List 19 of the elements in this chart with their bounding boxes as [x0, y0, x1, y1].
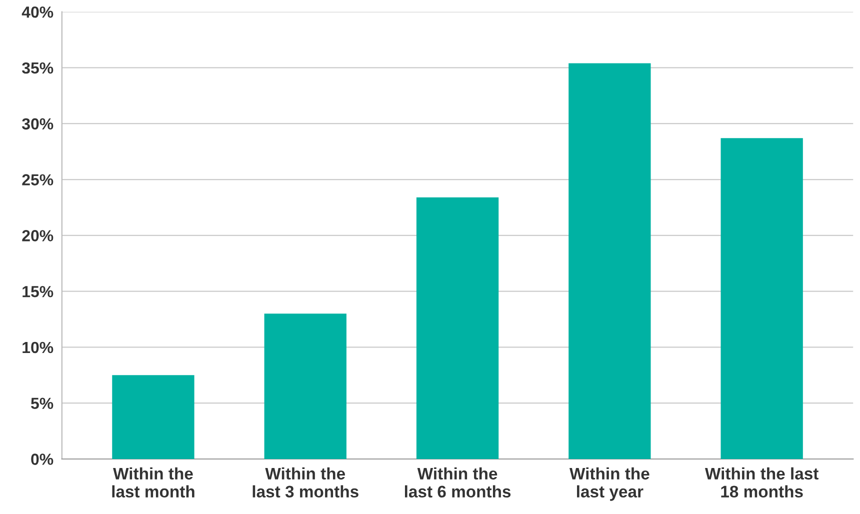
y-tick-label: 30%	[22, 118, 54, 130]
y-tick-label: 25%	[22, 174, 54, 186]
x-tick-label: Within the last month	[112, 467, 194, 498]
y-tick-label: 10%	[22, 342, 54, 354]
bar	[568, 63, 651, 459]
x-tick-label: Within the last 3 months	[252, 467, 358, 498]
x-tick-label: Within the last 18 months	[704, 467, 818, 498]
x-tick-label: Within the last year	[570, 467, 650, 501]
bar	[416, 197, 499, 459]
x-tick-label: Within the last 6 months	[404, 467, 511, 498]
bar	[112, 375, 194, 459]
y-tick-label: 35%	[22, 62, 54, 74]
y-tick-label: 40%	[22, 6, 54, 18]
y-tick-label: 5%	[30, 398, 54, 410]
y-tick-label: 20%	[22, 230, 54, 242]
y-tick-label: 0%	[31, 454, 54, 465]
y-tick-label: 15%	[22, 286, 54, 298]
bar	[720, 138, 803, 459]
bar	[264, 314, 346, 459]
